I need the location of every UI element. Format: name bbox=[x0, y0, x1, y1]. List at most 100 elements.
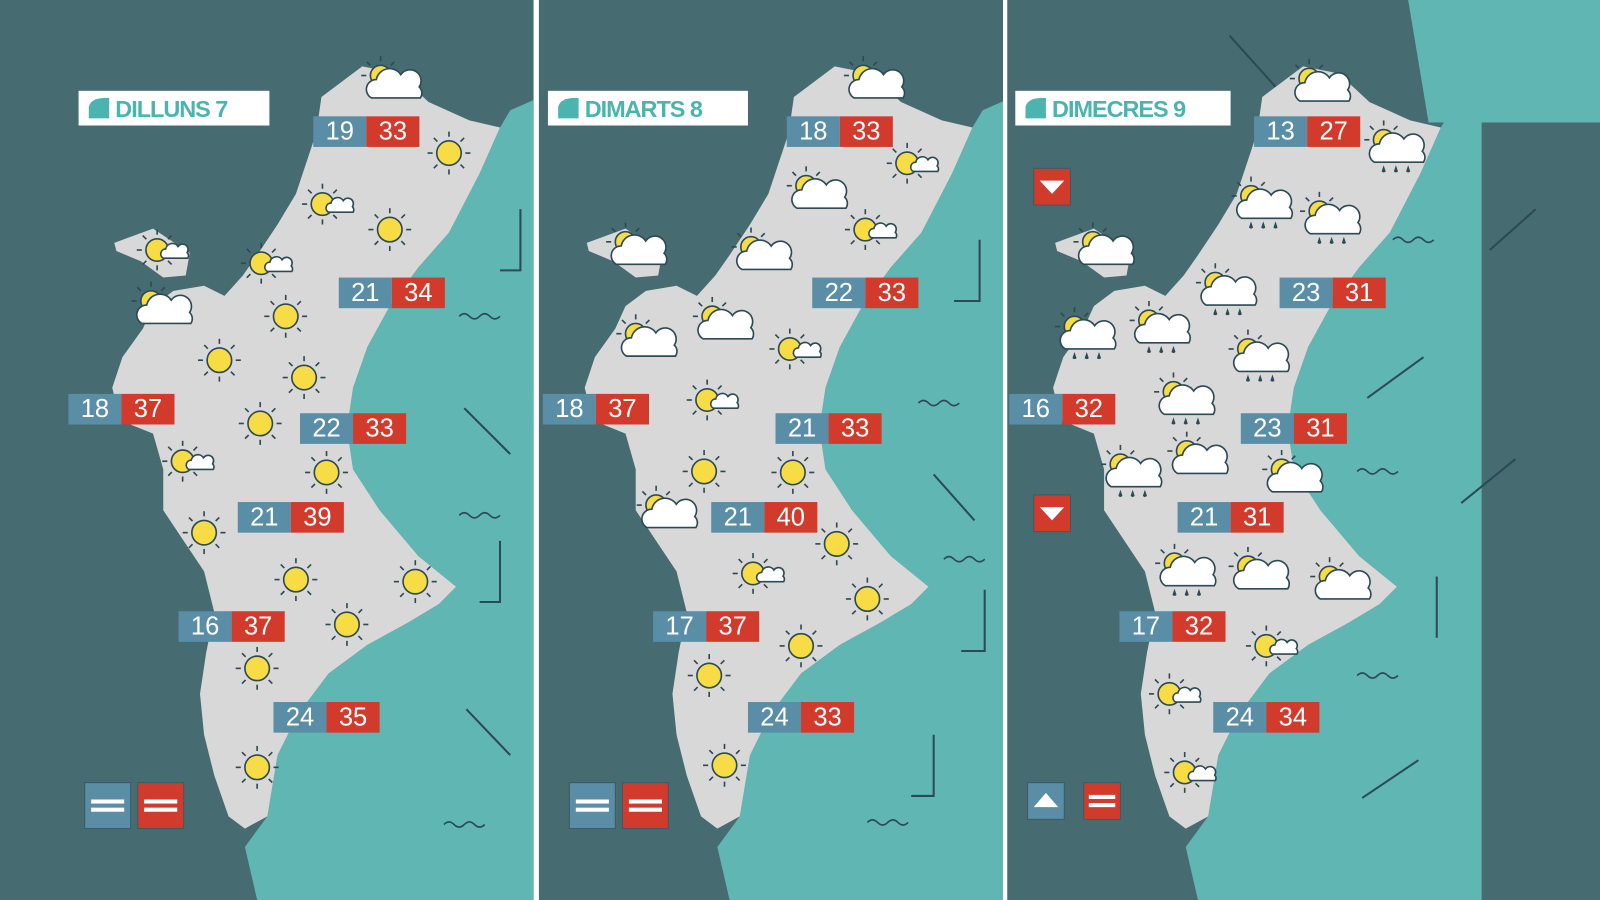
sun-ray bbox=[188, 543, 194, 549]
sun-ray bbox=[688, 455, 694, 461]
wind-arrow bbox=[465, 708, 511, 756]
sun-ray bbox=[851, 609, 857, 615]
raindrop bbox=[1130, 489, 1135, 497]
sun-ray bbox=[1257, 334, 1263, 340]
sun-ray bbox=[307, 214, 313, 220]
wave bbox=[1356, 468, 1399, 475]
sun-ray bbox=[1158, 306, 1164, 311]
sun-ray bbox=[1328, 196, 1334, 202]
sun-ray bbox=[271, 248, 277, 254]
raindrop bbox=[1270, 374, 1275, 382]
cloud bbox=[1187, 765, 1217, 782]
sun-ray bbox=[366, 61, 372, 66]
equal-bar bbox=[144, 807, 178, 812]
sun-ray bbox=[720, 686, 725, 692]
min-temp: 13 bbox=[1266, 118, 1294, 146]
sun-ray bbox=[399, 565, 405, 571]
min-temp-box bbox=[1254, 116, 1308, 147]
min-temp: 22 bbox=[825, 279, 853, 307]
sun-ray bbox=[803, 483, 809, 489]
sun-ray bbox=[715, 455, 720, 461]
trend-box bbox=[84, 782, 132, 830]
sun-ray bbox=[459, 137, 465, 143]
sun-ray bbox=[847, 554, 853, 560]
equal-bar bbox=[628, 799, 662, 804]
day-label-icon bbox=[88, 97, 110, 119]
sun-ray bbox=[708, 749, 714, 755]
wind-arrow bbox=[1228, 35, 1277, 88]
sun-ray bbox=[307, 189, 313, 194]
sun-ray bbox=[738, 558, 743, 564]
min-temp-box bbox=[68, 393, 122, 425]
sun-ray bbox=[697, 302, 703, 307]
sun-ray bbox=[332, 189, 338, 194]
min-temp: 18 bbox=[81, 395, 109, 423]
max-temp: 37 bbox=[608, 395, 636, 423]
sun-ray bbox=[1154, 704, 1160, 709]
sun-ray bbox=[850, 214, 856, 220]
sun-ray bbox=[400, 240, 406, 246]
cloud bbox=[365, 67, 423, 99]
sun-ray bbox=[310, 483, 316, 489]
sun-ray bbox=[426, 592, 432, 598]
raindrop bbox=[1225, 308, 1230, 316]
panel: DIMARTS 8 18 33 22 33 18 37 21 33 21 40 17 37 24 33 bbox=[538, 0, 1004, 900]
trend-box bbox=[1027, 782, 1065, 820]
cloud bbox=[159, 242, 190, 259]
max-temp-box bbox=[353, 413, 407, 444]
cloud bbox=[1077, 234, 1135, 266]
sun bbox=[779, 459, 806, 486]
sun-ray bbox=[142, 260, 147, 266]
sun-ray bbox=[717, 410, 723, 416]
sun-ray bbox=[803, 456, 809, 462]
min-temp: 24 bbox=[286, 703, 314, 731]
sun-ray bbox=[1291, 455, 1296, 460]
sun-ray bbox=[774, 333, 780, 339]
sun bbox=[282, 566, 309, 593]
sun-ray bbox=[1169, 782, 1175, 788]
max-temp-box bbox=[865, 277, 919, 309]
sun-ray bbox=[1084, 312, 1089, 318]
raindrop bbox=[1184, 588, 1189, 596]
sun-ray bbox=[390, 61, 395, 66]
max-temp: 33 bbox=[878, 279, 906, 307]
min-temp: 21 bbox=[724, 503, 752, 531]
wind-arrow bbox=[932, 473, 976, 522]
max-temp: 37 bbox=[718, 613, 746, 641]
sun-ray bbox=[188, 516, 194, 522]
sun-ray bbox=[426, 565, 432, 571]
max-temp: 40 bbox=[777, 503, 805, 531]
max-temp-box bbox=[1332, 277, 1386, 309]
sun-ray bbox=[875, 239, 881, 245]
trend-box bbox=[621, 782, 669, 830]
cloud bbox=[1232, 558, 1291, 590]
min-temp-box bbox=[1279, 277, 1333, 309]
raindrop bbox=[1172, 588, 1177, 596]
max-temp-box bbox=[290, 502, 344, 533]
sun-ray bbox=[693, 686, 699, 692]
sun-ray bbox=[821, 528, 826, 533]
sun-ray bbox=[1060, 312, 1065, 318]
max-temp-box bbox=[1172, 611, 1226, 642]
sun-ray bbox=[241, 751, 247, 757]
raindrop bbox=[1171, 345, 1176, 354]
max-temp: 33 bbox=[841, 415, 869, 443]
day-label: DIMECRES 9 bbox=[1052, 96, 1186, 122]
sun-ray bbox=[271, 434, 276, 440]
sun-ray bbox=[892, 148, 897, 154]
max-temp-box bbox=[801, 702, 855, 733]
sun-ray bbox=[1276, 656, 1282, 661]
wave bbox=[1356, 672, 1399, 679]
sun-ray bbox=[641, 490, 647, 496]
max-temp-box bbox=[706, 611, 760, 642]
sun-ray bbox=[296, 300, 302, 306]
max-temp-box bbox=[1230, 502, 1284, 533]
sun-ray bbox=[645, 319, 651, 325]
sun-ray bbox=[611, 227, 616, 233]
min-temp-box bbox=[338, 277, 392, 309]
sun-ray bbox=[271, 273, 277, 279]
min-temp: 23 bbox=[1292, 279, 1320, 307]
sun-ray bbox=[215, 543, 220, 549]
min-temp: 22 bbox=[312, 415, 340, 443]
sun-ray bbox=[1102, 227, 1108, 233]
